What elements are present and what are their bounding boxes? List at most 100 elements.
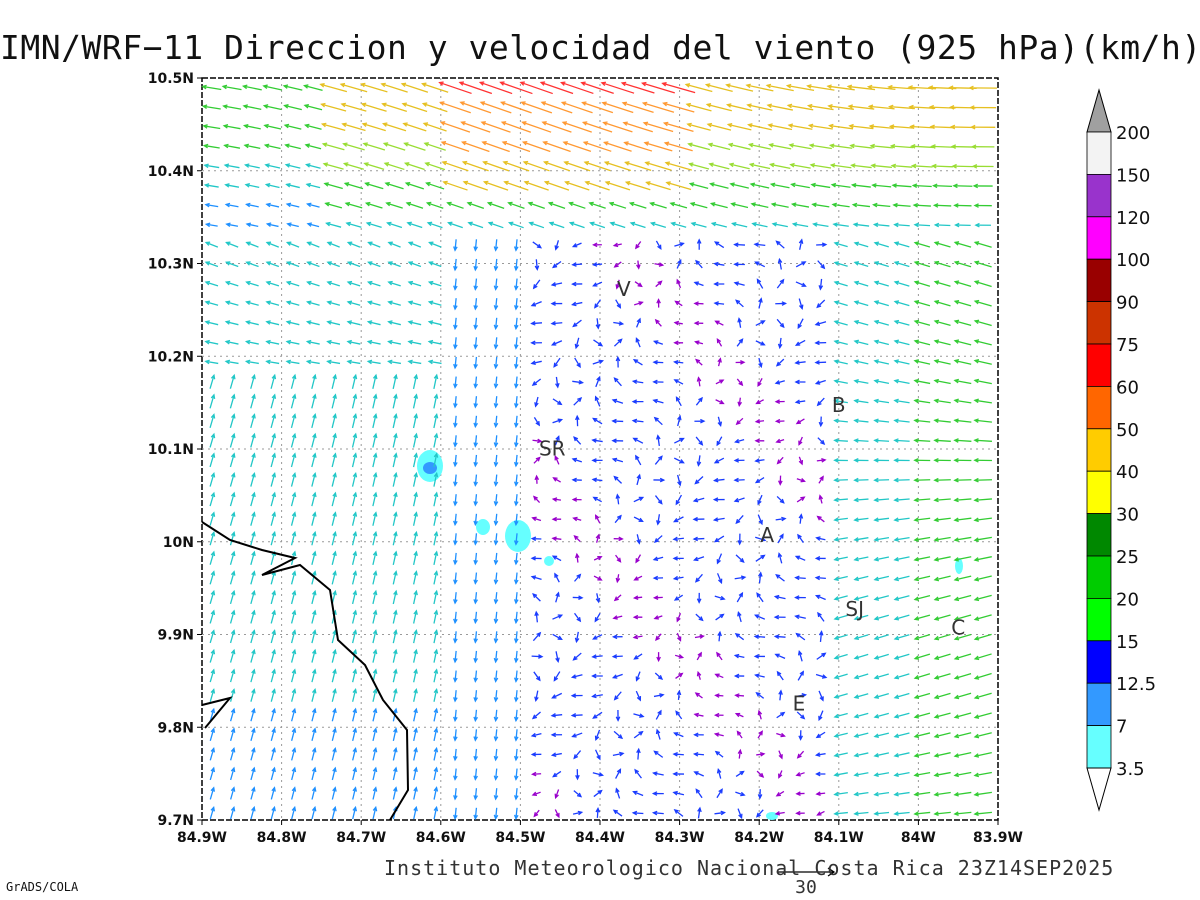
wind-arrow-head <box>473 716 478 723</box>
wind-arrow <box>250 589 256 605</box>
wind-arrow-head <box>693 556 699 562</box>
wind-arrow <box>675 672 684 679</box>
wind-arrow <box>513 317 519 331</box>
wind-arrow-shaft <box>250 650 255 663</box>
wind-arrow-head <box>933 576 940 582</box>
wind-arrow-shaft <box>515 748 518 760</box>
wind-arrow-head <box>687 162 694 167</box>
wind-arrow <box>290 393 297 409</box>
wind-arrow <box>392 727 398 742</box>
wind-arrow-head <box>453 677 458 683</box>
wind-arrow-shaft <box>767 104 793 111</box>
wind-arrow-head <box>326 261 332 266</box>
wind-arrow-shaft <box>529 222 545 229</box>
wind-arrow-head <box>696 670 702 677</box>
wind-arrow <box>808 143 832 150</box>
wind-arrow <box>715 379 725 385</box>
wind-arrow-shaft <box>385 182 404 190</box>
wind-arrow-shaft <box>834 653 848 659</box>
wind-arrow <box>798 238 804 250</box>
wind-arrow-shaft <box>311 473 316 487</box>
wind-arrow-head <box>913 497 919 503</box>
wind-arrow-shaft <box>372 767 377 781</box>
wind-arrow <box>427 339 442 345</box>
wind-arrow-head <box>521 140 528 146</box>
wind-arrow-shaft <box>710 183 729 189</box>
wind-arrow-head <box>759 772 765 778</box>
wind-arrow <box>888 104 915 110</box>
wind-arrow-shaft <box>311 532 316 546</box>
wind-arrow <box>392 550 398 565</box>
wind-arrow-head <box>352 570 358 576</box>
wind-arrow-head <box>733 242 739 248</box>
wind-arrow <box>204 280 219 287</box>
wind-arrow-head <box>407 320 413 325</box>
wind-arrow <box>973 398 992 404</box>
wind-arrow <box>717 416 723 428</box>
wind-arrow <box>433 452 439 468</box>
wind-arrow-shaft <box>352 767 357 781</box>
wind-arrow-shaft <box>222 85 242 91</box>
wind-arrow-head <box>453 559 458 566</box>
wind-arrow <box>372 413 378 429</box>
wind-arrow <box>713 457 725 464</box>
wind-arrow <box>392 589 398 605</box>
wind-arrow <box>833 791 848 797</box>
wind-arrow-head <box>913 596 920 601</box>
wind-arrow-head <box>406 221 412 227</box>
wind-arrow <box>635 554 642 564</box>
wind-arrow-shaft <box>392 610 397 624</box>
wind-arrow-head <box>413 786 418 792</box>
wind-arrow <box>453 513 458 527</box>
wind-arrow-shaft <box>474 474 478 486</box>
wind-arrow <box>816 299 826 309</box>
wind-arrow-shaft <box>772 223 788 228</box>
wind-arrow-head <box>479 101 486 106</box>
wind-arrow-head <box>933 438 939 443</box>
wind-arrow-shaft <box>209 748 215 761</box>
wind-arrow-head <box>384 181 390 187</box>
wind-arrow-head <box>677 636 682 642</box>
wind-arrow-shaft <box>770 163 791 169</box>
wind-arrow-head <box>750 202 756 207</box>
wind-arrow-shaft <box>974 340 992 346</box>
station-label: A <box>760 523 774 547</box>
wind-arrow-shaft <box>737 612 742 623</box>
wind-arrow-head <box>493 285 499 291</box>
wind-arrow <box>551 692 563 699</box>
wind-arrow-head <box>933 714 940 719</box>
wind-arrow-shaft <box>796 400 806 403</box>
wind-arrow-shaft <box>954 653 972 660</box>
wind-arrow-shaft <box>974 399 992 404</box>
wind-arrow-head <box>493 344 499 350</box>
wind-arrow <box>554 455 560 465</box>
wind-arrow <box>717 630 722 642</box>
wind-arrow <box>791 222 809 228</box>
wind-arrow-head <box>893 772 899 778</box>
wind-arrow-head <box>853 300 860 305</box>
wind-arrow-head <box>426 221 433 227</box>
wind-arrow-shaft <box>954 575 972 581</box>
wind-arrow-head <box>291 746 297 753</box>
wind-arrow-head <box>973 378 980 384</box>
wind-arrow-shaft <box>250 453 256 468</box>
wind-arrow-head <box>531 771 537 777</box>
wind-arrow <box>847 104 875 110</box>
wind-arrow-head <box>954 222 960 228</box>
wind-arrow <box>493 337 499 350</box>
wind-arrow <box>603 161 631 172</box>
wind-arrow <box>674 300 683 307</box>
wind-arrow <box>714 595 726 601</box>
wind-arrow-head <box>473 736 478 742</box>
wind-arrow-head <box>311 746 317 753</box>
wind-arrow-head <box>560 81 566 86</box>
wind-arrow-head <box>340 102 346 108</box>
wind-arrow-head <box>733 673 740 679</box>
wind-arrow <box>533 456 541 464</box>
wind-arrow-shaft <box>226 241 239 248</box>
wind-arrow-head <box>312 393 317 399</box>
colorbar-swatch <box>1086 173 1112 218</box>
wind-arrow <box>785 83 815 91</box>
wind-arrow-shaft <box>426 182 445 190</box>
wind-arrow-head <box>594 617 600 623</box>
